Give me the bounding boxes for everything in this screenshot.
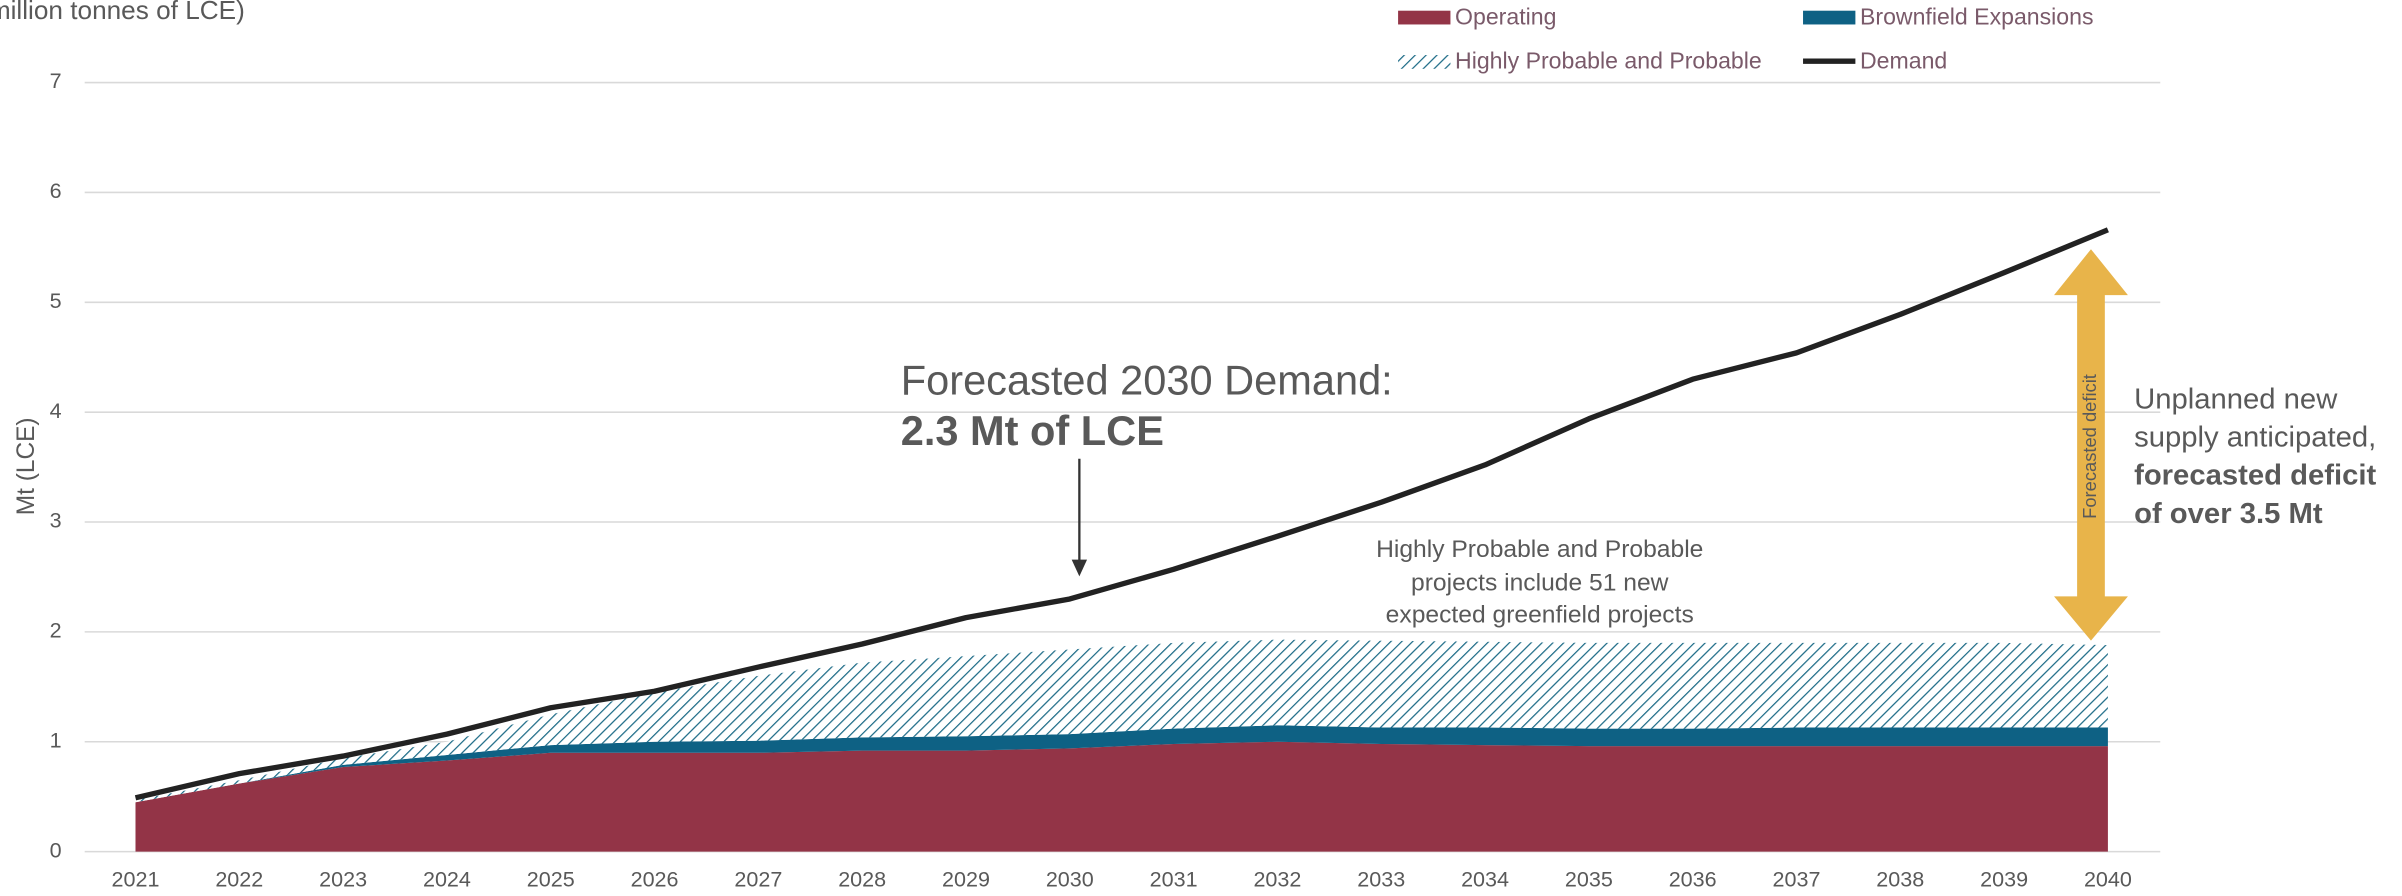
annotation: forecasted deficit xyxy=(2134,460,2376,492)
y-tick-label: 1 xyxy=(50,729,62,753)
x-tick-label: 2032 xyxy=(1253,867,1301,891)
y-tick-label: 4 xyxy=(50,399,62,423)
x-tick-label: 2031 xyxy=(1150,867,1198,891)
annotation: Unplanned new xyxy=(2134,383,2338,415)
legend-label: Demand xyxy=(1860,48,1947,74)
x-tick-label: 2037 xyxy=(1773,867,1821,891)
y-tick-label: 2 xyxy=(50,619,62,643)
y-tick-label: 5 xyxy=(50,289,62,313)
annotation: Highly Probable and Probable xyxy=(1376,536,1703,563)
area xyxy=(135,725,2108,803)
x-tick-label: 2034 xyxy=(1461,867,1509,891)
x-tick-label: 2036 xyxy=(1669,867,1717,891)
annotation: Forecasted deficit xyxy=(2079,374,2100,519)
axis-title: (million tonnes of LCE) xyxy=(0,0,245,25)
y-axis-label: Mt (LCE) xyxy=(13,417,40,515)
annotation: expected greenfield projects xyxy=(1386,602,1694,629)
y-tick-label: 3 xyxy=(50,509,62,533)
legend-label: Brownfield Expansions xyxy=(1860,3,2094,29)
x-tick-label: 2027 xyxy=(734,867,782,891)
x-tick-label: 2022 xyxy=(215,867,263,891)
y-tick-label: 6 xyxy=(50,179,62,203)
demand-line xyxy=(134,227,2109,801)
x-tick-label: 2035 xyxy=(1565,867,1613,891)
deficit-arrow xyxy=(2054,249,2128,641)
annotation: projects include 51 new xyxy=(1411,570,1669,597)
annotation: 2.3 Mt of LCE xyxy=(901,408,1164,454)
x-tick-label: 2025 xyxy=(527,867,575,891)
x-tick-label: 2038 xyxy=(1876,867,1924,891)
areas xyxy=(135,639,2108,852)
area xyxy=(135,639,2108,803)
x-tick-label: 2029 xyxy=(942,867,990,891)
y-tick-label: 0 xyxy=(50,838,62,862)
x-tick-label: 2033 xyxy=(1357,867,1405,891)
x-tick-label: 2021 xyxy=(112,867,160,891)
x-tick-label: 2039 xyxy=(1980,867,2028,891)
legend-label: Operating xyxy=(1455,3,1556,29)
legend-swatch xyxy=(1398,55,1451,69)
legend-label: Highly Probable and Probable xyxy=(1455,48,1762,74)
annotation: of over 3.5 Mt xyxy=(2134,498,2323,530)
grid xyxy=(84,81,2161,853)
x-tick-label: 2023 xyxy=(319,867,367,891)
legend-swatch xyxy=(1398,10,1451,25)
x-tick-label: 2030 xyxy=(1046,867,1094,891)
x-tick-label: 2026 xyxy=(631,867,679,891)
x-tick-label: 2040 xyxy=(2084,867,2132,891)
legend-swatch xyxy=(1803,10,1856,25)
annotation: supply anticipated, xyxy=(2134,422,2376,454)
x-tick-label: 2024 xyxy=(423,867,471,891)
y-tick-label: 7 xyxy=(50,69,62,93)
x-tick-label: 2028 xyxy=(838,867,886,891)
arrowhead xyxy=(1071,559,1088,577)
annotation: Forecasted 2030 Demand: xyxy=(901,358,1393,404)
area xyxy=(135,741,2108,852)
